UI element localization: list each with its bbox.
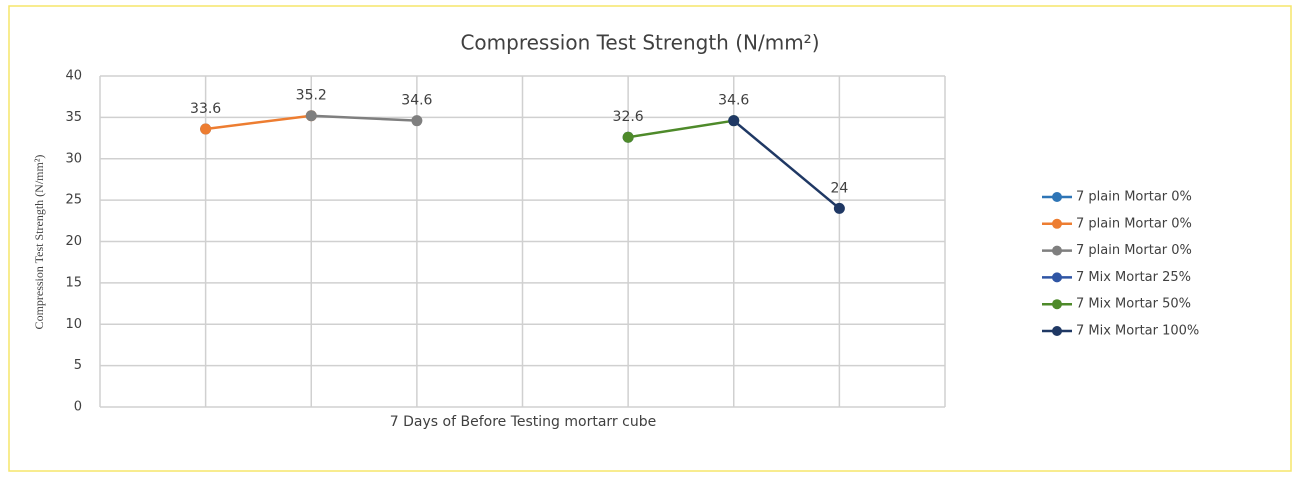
legend-label: 7 Mix Mortar 50% <box>1076 297 1191 312</box>
series-line <box>205 114 312 131</box>
y-tick-label: 40 <box>65 69 82 84</box>
chart-border <box>8 5 1292 472</box>
y-tick-label: 20 <box>65 234 82 249</box>
data-label: 34.6 <box>401 93 432 109</box>
legend-marker <box>1052 245 1062 256</box>
y-tick-label: 5 <box>74 358 82 373</box>
series-line <box>627 119 734 139</box>
y-tick-label: 10 <box>65 317 82 332</box>
legend-marker <box>1052 326 1062 336</box>
legend-marker <box>1052 299 1062 310</box>
legend-label: 7 plain Mortar 0% <box>1076 216 1192 231</box>
y-tick-label: 30 <box>65 151 82 166</box>
y-tick-label: 15 <box>65 275 82 290</box>
x-axis-label: 7 Days of Before Testing mortarr cube <box>390 414 656 430</box>
data-point <box>833 202 845 214</box>
legend-label: 7 Mix Mortar 100% <box>1076 324 1199 339</box>
legend-label: 7 plain Mortar 0% <box>1076 190 1192 205</box>
data-label: 32.6 <box>613 109 644 125</box>
data-point <box>622 131 634 143</box>
series-line <box>732 119 841 210</box>
data-point <box>200 123 212 135</box>
data-label: 33.6 <box>190 101 221 117</box>
series-line <box>311 114 417 122</box>
data-point <box>411 115 423 127</box>
y-axis-label: Compression Test Strength (N/mm²) <box>32 155 46 330</box>
chart-title: Compression Test Strength (N/mm²) <box>460 31 819 55</box>
data-point <box>728 115 740 127</box>
legend-marker <box>1052 192 1062 202</box>
legend-label: 7 plain Mortar 0% <box>1076 243 1192 258</box>
y-tick-label: 25 <box>65 193 82 208</box>
data-label: 24 <box>830 180 848 196</box>
data-label: 34.6 <box>718 93 749 109</box>
y-tick-label: 0 <box>74 400 82 415</box>
legend-label: 7 Mix Mortar 25% <box>1076 270 1191 285</box>
data-point <box>305 110 317 122</box>
y-tick-label: 35 <box>65 110 82 125</box>
legend-marker <box>1052 218 1062 229</box>
data-label: 35.2 <box>296 88 327 104</box>
legend-marker <box>1052 272 1062 283</box>
